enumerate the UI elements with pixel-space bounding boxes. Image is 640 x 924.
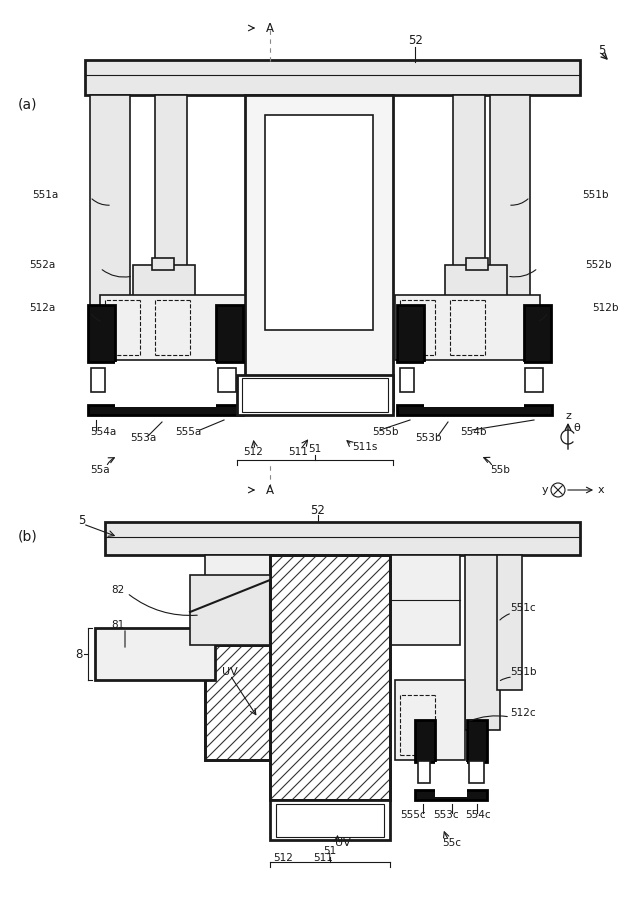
Bar	[205, 645, 270, 760]
Bar	[415, 790, 487, 800]
Bar	[524, 305, 551, 362]
Bar	[397, 405, 552, 415]
Text: (b): (b)	[18, 530, 38, 544]
Text: 55b: 55b	[490, 465, 510, 475]
Bar	[105, 522, 580, 555]
Bar	[424, 362, 524, 407]
Text: (a): (a)	[18, 98, 38, 112]
Bar	[465, 555, 500, 730]
Bar	[205, 645, 270, 760]
Text: x: x	[598, 485, 605, 495]
Bar	[133, 265, 195, 300]
Bar	[205, 555, 460, 645]
Bar	[91, 368, 105, 392]
Text: 511: 511	[313, 853, 333, 863]
Bar	[525, 368, 543, 392]
Bar	[435, 762, 467, 797]
Text: θ: θ	[573, 423, 580, 433]
Bar	[265, 115, 373, 330]
Bar	[497, 555, 522, 690]
Text: y: y	[541, 485, 548, 495]
Text: 553a: 553a	[130, 433, 156, 443]
Bar	[216, 305, 243, 362]
Text: 552b: 552b	[585, 260, 611, 270]
Text: UV: UV	[335, 838, 351, 848]
Text: 55c: 55c	[442, 838, 461, 848]
Text: 55a: 55a	[90, 465, 110, 475]
Bar	[100, 295, 245, 360]
Bar	[270, 555, 390, 800]
Bar	[95, 628, 215, 680]
Bar	[237, 375, 393, 415]
Text: 52: 52	[408, 33, 423, 46]
Bar	[85, 60, 580, 95]
Bar	[418, 761, 430, 783]
Text: 555b: 555b	[372, 427, 399, 437]
Bar	[400, 368, 414, 392]
Text: 512: 512	[243, 447, 263, 457]
Text: UV: UV	[222, 667, 237, 677]
Text: 551b: 551b	[582, 190, 609, 200]
Text: 554b: 554b	[460, 427, 486, 437]
Bar	[88, 405, 243, 415]
Bar	[270, 555, 390, 800]
Bar	[242, 378, 388, 412]
Text: 512b: 512b	[592, 303, 618, 313]
Text: 551a: 551a	[32, 190, 58, 200]
Text: 555a: 555a	[175, 427, 201, 437]
Text: 52: 52	[310, 504, 325, 517]
Bar	[453, 95, 485, 310]
Text: 552a: 552a	[29, 260, 55, 270]
Bar	[397, 305, 424, 362]
Bar	[466, 258, 488, 270]
Bar	[155, 95, 187, 310]
Text: 51: 51	[308, 444, 322, 454]
Bar	[270, 800, 390, 840]
Text: 5: 5	[598, 43, 605, 56]
Bar	[445, 265, 507, 300]
Text: 554c: 554c	[465, 810, 491, 820]
Bar	[245, 95, 393, 410]
Bar	[152, 258, 174, 270]
Bar	[90, 95, 130, 310]
Text: z: z	[565, 411, 571, 421]
Bar	[395, 680, 465, 760]
Text: 511s: 511s	[352, 442, 378, 452]
Bar	[415, 720, 435, 762]
Text: 5: 5	[78, 514, 85, 527]
Bar	[469, 761, 484, 783]
Text: 551b: 551b	[510, 667, 536, 677]
Text: 512c: 512c	[510, 708, 536, 718]
Bar	[490, 95, 530, 310]
Bar	[218, 368, 236, 392]
Text: 555c: 555c	[400, 810, 426, 820]
Bar	[395, 295, 540, 360]
Text: 512a: 512a	[29, 303, 55, 313]
Text: 554a: 554a	[90, 427, 116, 437]
Text: 551c: 551c	[510, 603, 536, 613]
Text: A: A	[266, 21, 274, 34]
Text: A: A	[266, 483, 274, 496]
Text: 8: 8	[76, 648, 83, 661]
Text: 512: 512	[273, 853, 293, 863]
Text: 82: 82	[112, 585, 125, 595]
Text: 553c: 553c	[433, 810, 459, 820]
Bar	[467, 720, 487, 762]
Text: 553b: 553b	[415, 433, 442, 443]
Bar	[276, 804, 384, 837]
Text: 81: 81	[112, 620, 125, 630]
Bar	[88, 305, 115, 362]
Bar	[190, 575, 270, 645]
Bar	[115, 362, 216, 407]
Text: 51: 51	[323, 846, 337, 856]
Text: 511: 511	[288, 447, 308, 457]
